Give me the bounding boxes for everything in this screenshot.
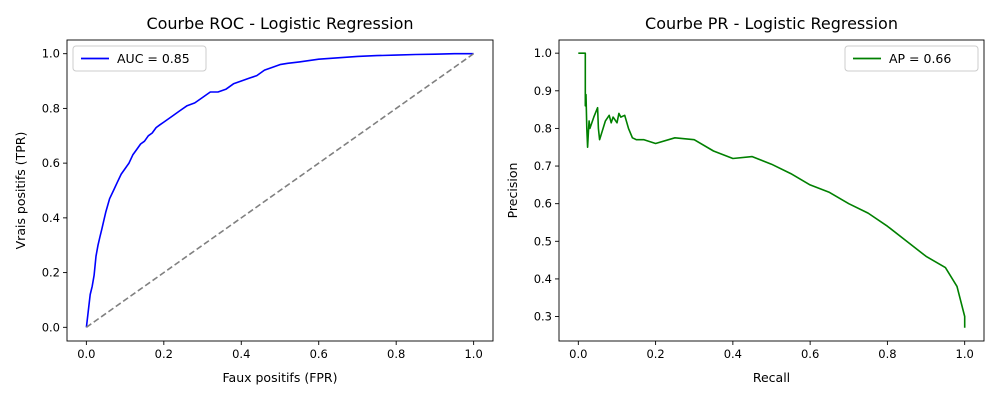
y-tick-label: 0.4 xyxy=(42,211,60,225)
x-tick-label: 0.6 xyxy=(310,347,328,361)
y-tick-label: 0.8 xyxy=(42,101,60,115)
chart-title: Courbe ROC - Logistic Regression xyxy=(146,14,413,33)
x-tick-label: 0.6 xyxy=(801,347,819,361)
x-tick-label: 1.0 xyxy=(464,347,482,361)
series-line xyxy=(578,52,966,328)
y-tick-label: 0.6 xyxy=(42,156,60,170)
y-tick-label: 0.0 xyxy=(42,320,60,334)
y-tick-label: 0.2 xyxy=(42,266,60,280)
plot-frame xyxy=(558,39,985,342)
x-tick-label: 0.2 xyxy=(155,347,173,361)
y-tick-label: 0.8 xyxy=(534,121,552,135)
x-tick-label: 0.0 xyxy=(569,347,587,361)
x-tick-label: 0.2 xyxy=(646,347,664,361)
y-tick-label: 1.0 xyxy=(534,46,552,60)
y-tick-label: 0.3 xyxy=(534,310,552,324)
x-tick-label: 0.4 xyxy=(232,347,250,361)
x-axis-label: Recall xyxy=(753,370,790,385)
x-tick-label: 0.8 xyxy=(387,347,405,361)
x-tick-label: 0.4 xyxy=(724,347,742,361)
x-axis-label: Faux positifs (FPR) xyxy=(223,370,338,385)
y-axis-label: Vrais positifs (TPR) xyxy=(13,132,28,250)
y-axis-label: Precision xyxy=(505,163,520,219)
series-line xyxy=(85,52,474,328)
plot-frame xyxy=(66,39,494,342)
y-tick-label: 1.0 xyxy=(42,47,60,61)
chart-title: Courbe PR - Logistic Regression xyxy=(645,14,898,33)
y-tick-label: 0.5 xyxy=(534,234,552,248)
chart-roc: 0.0 0.2 0.4 0.6 0.8 1.0 0.0 0.2 0.4 0.6 0.8 1.0 Cour… xyxy=(13,14,494,385)
y-tick-label: 0.6 xyxy=(534,197,552,211)
legend-label: AP = 0.66 xyxy=(889,51,951,66)
y-tick-label: 0.4 xyxy=(534,272,552,286)
x-tick-label: 1.0 xyxy=(956,347,974,361)
y-tick-label: 0.7 xyxy=(534,159,552,173)
legend-box xyxy=(72,45,207,72)
x-tick-label: 0.8 xyxy=(878,347,896,361)
legend-box xyxy=(844,45,979,72)
legend: AUC = 0.85 xyxy=(72,45,207,72)
legend-label: AUC = 0.85 xyxy=(117,51,190,66)
legend: AP = 0.66 xyxy=(844,45,979,72)
chart-pr: 0.0 0.2 0.4 0.6 0.8 1.0 0.3 0.4 0.5 0.6 0.7 0.8 0.9 1… xyxy=(505,14,985,385)
y-tick-label: 0.9 xyxy=(534,84,552,98)
x-tick-label: 0.0 xyxy=(77,347,95,361)
diagonal-reference-line xyxy=(85,53,475,328)
